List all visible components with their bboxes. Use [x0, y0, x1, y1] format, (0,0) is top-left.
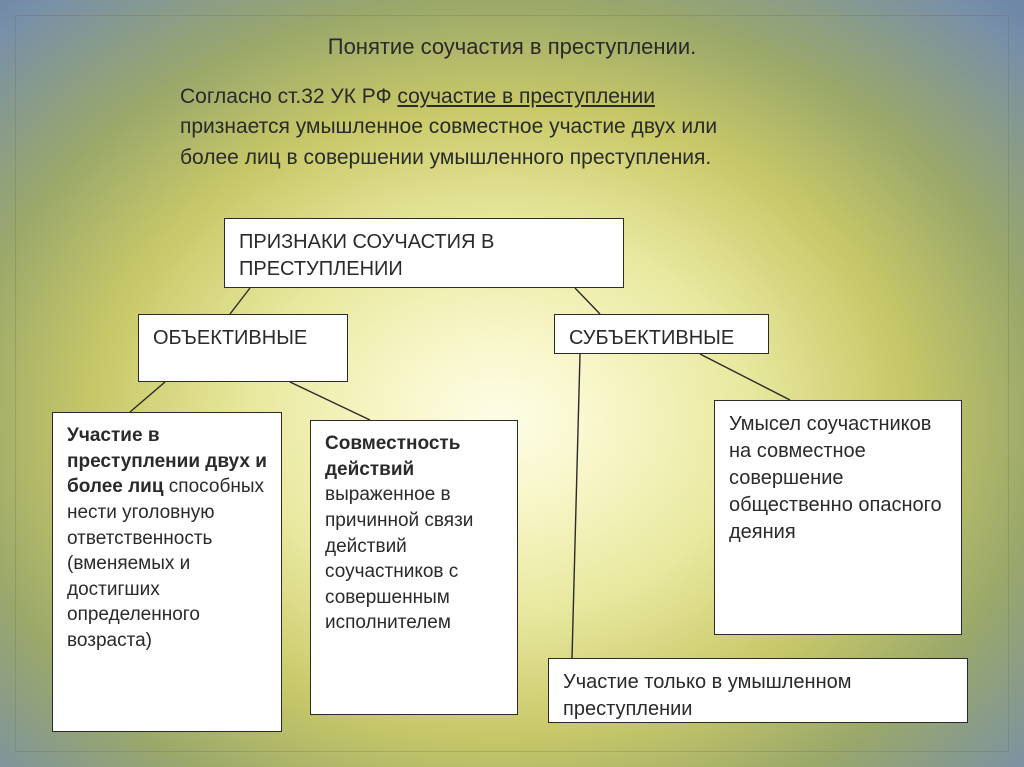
- node-root: ПРИЗНАКИ СОУЧАСТИЯ В ПРЕСТУПЛЕНИИ: [224, 218, 624, 288]
- leaf1-rest: способных нести уголовную ответственност…: [67, 476, 264, 651]
- edge-obj-leaf1: [130, 382, 165, 412]
- edge-root-obj: [230, 288, 250, 314]
- leaf2-rest: выраженное в причинной связи действий со…: [325, 484, 473, 633]
- page-title: Понятие соучастия в преступлении.: [0, 34, 1024, 60]
- intro-paragraph: Согласно ст.32 УК РФ соучастие в преступ…: [180, 82, 880, 173]
- node-leaf-participation: Участие в преступлении двух и более лиц …: [52, 412, 282, 732]
- intro-line2: признается умышленное совместное участие…: [180, 115, 717, 138]
- node-subjective: СУБЪЕКТИВНЫЕ: [554, 314, 769, 354]
- edge-subj-leaf3: [700, 354, 790, 400]
- node-leaf-joint-action: Совместность действий выраженное в причи…: [310, 420, 518, 715]
- intro-line1-underlined: соучастие в преступлении: [397, 85, 655, 108]
- node-leaf-intent: Умысел соучастников на совместное соверш…: [714, 400, 962, 635]
- edge-root-subj: [575, 288, 600, 314]
- edge-obj-leaf2: [290, 382, 370, 420]
- intro-line3: более лиц в совершении умышленного прест…: [180, 146, 711, 169]
- edge-subj-leaf4: [572, 354, 580, 658]
- leaf2-bold: Совместность действий: [325, 433, 460, 480]
- diagram-content: Понятие соучастия в преступлении. Соглас…: [0, 0, 1024, 767]
- node-leaf-intentional-only: Участие только в умышленном преступлении: [548, 658, 968, 723]
- intro-line1-plain: Согласно ст.32 УК РФ: [180, 85, 397, 108]
- node-objective: ОБЪЕКТИВНЫЕ: [138, 314, 348, 382]
